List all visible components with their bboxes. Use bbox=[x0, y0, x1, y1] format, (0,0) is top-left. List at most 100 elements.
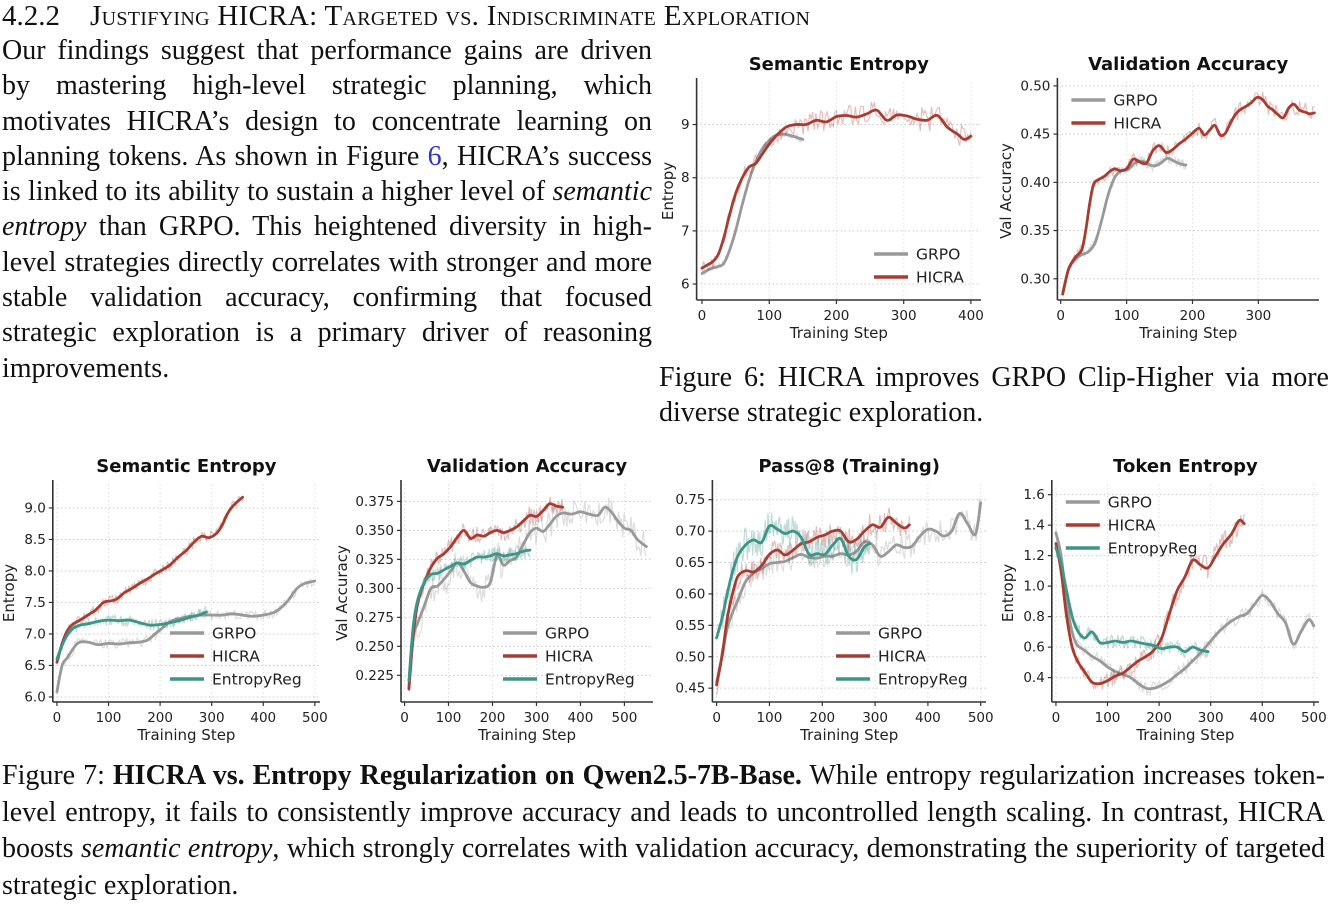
paragraph-text: Our findings suggest that performance ga… bbox=[2, 35, 652, 172]
y-tick-label: 8.5 bbox=[24, 532, 45, 548]
x-tick-label: 500 bbox=[1301, 710, 1327, 726]
paragraph-italic-text: semantic entropy bbox=[2, 176, 652, 243]
series-line-grpo bbox=[700, 132, 805, 275]
series-line-hicra bbox=[55, 495, 244, 664]
y-tick-label: 6.0 bbox=[24, 689, 45, 705]
series-line-hicra bbox=[407, 502, 565, 691]
figure6-chart-row: 6 7 8 9 0 100 200 300 400 Training Step Entropy Sem… bbox=[659, 54, 1329, 346]
y-tick-label: 0.40 bbox=[1020, 175, 1050, 191]
series-line-hicra bbox=[1054, 518, 1246, 686]
x-tick-label: 0 bbox=[698, 308, 707, 324]
y-tick-label: 0.350 bbox=[355, 523, 394, 539]
y-tick-label: 0.250 bbox=[355, 639, 394, 655]
x-axis-label: Training Step bbox=[789, 324, 888, 342]
x-tick-label: 200 bbox=[809, 710, 835, 726]
x-tick-label: 0 bbox=[400, 710, 409, 726]
x-tick-label: 300 bbox=[862, 710, 888, 726]
series-raw-entropyreg bbox=[408, 545, 531, 677]
x-axis-label: Training Step bbox=[477, 726, 576, 744]
series-line-entropyreg bbox=[715, 524, 872, 640]
y-tick-label: 0.4 bbox=[1023, 670, 1044, 686]
x-tick-label: 300 bbox=[199, 710, 225, 726]
x-tick-label: 100 bbox=[1114, 308, 1140, 324]
y-tick-label: 8 bbox=[681, 170, 690, 186]
x-tick-label: 300 bbox=[891, 308, 917, 324]
y-tick-label: 6 bbox=[681, 277, 690, 293]
series-raw-grpo bbox=[408, 497, 647, 676]
y-tick-label: 0.70 bbox=[675, 524, 705, 540]
chart-title: Token Entropy bbox=[1113, 456, 1258, 477]
figure6-caption-label: Figure 6: bbox=[659, 362, 766, 393]
x-tick-label: 0 bbox=[1052, 710, 1061, 726]
figure6: 6 7 8 9 0 100 200 300 400 Training Step Entropy Sem… bbox=[659, 54, 1329, 430]
x-tick-label: 300 bbox=[1245, 308, 1271, 324]
chart-fig6-semantic-entropy: 6 7 8 9 0 100 200 300 400 Training Step Entropy Sem… bbox=[659, 54, 991, 346]
series-raw-hicra bbox=[701, 101, 972, 271]
figure7-caption-label: Figure 7: bbox=[2, 760, 113, 791]
figure6-reference-link[interactable]: 6 bbox=[427, 140, 442, 172]
legend-label-entropyreg: EntropyReg bbox=[1108, 540, 1198, 558]
section-number: 4.2.2 bbox=[2, 0, 60, 32]
legend-label-grpo: GRPO bbox=[212, 625, 256, 643]
x-tick-label: 200 bbox=[480, 710, 506, 726]
legend-label-grpo: GRPO bbox=[545, 625, 589, 643]
chart-title: Semantic Entropy bbox=[96, 456, 276, 477]
x-tick-label: 400 bbox=[958, 308, 984, 324]
y-tick-label: 0.6 bbox=[1023, 640, 1044, 656]
series-line-hicra bbox=[700, 108, 973, 270]
series-line-hicra bbox=[1061, 95, 1316, 296]
x-tick-label: 200 bbox=[1180, 308, 1206, 324]
x-tick-label: 500 bbox=[612, 710, 638, 726]
chart-fig7-validation-accuracy: 0.225 0.250 0.275 0.300 0.325 0.350 0.375 0 100 2… bbox=[333, 456, 663, 748]
series-line-entropyreg bbox=[407, 548, 532, 683]
legend-label-hicra: HICRA bbox=[1108, 517, 1156, 535]
x-tick-label: 400 bbox=[1249, 710, 1275, 726]
y-tick-label: 0.60 bbox=[675, 586, 705, 602]
chart-fig6-validation-accuracy: 0.30 0.35 0.40 0.45 0.50 0 100 200 300 Training S… bbox=[997, 54, 1329, 346]
y-axis-label: Val Accuracy bbox=[997, 143, 1015, 239]
chart-fig7-pass-at-8: 0.45 0.50 0.55 0.60 0.65 0.70 0.75 0 100 200 300 40… bbox=[666, 456, 996, 748]
series-line-grpo bbox=[1061, 156, 1188, 295]
x-tick-label: 200 bbox=[1146, 710, 1172, 726]
y-tick-label: 6.5 bbox=[24, 658, 45, 674]
y-tick-label: 1.2 bbox=[1023, 548, 1044, 564]
x-tick-label: 300 bbox=[1198, 710, 1224, 726]
plot-fig7-pass-at-8-training: 0.45 0.50 0.55 0.60 0.65 0.70 0.75 0 100 200 300 40… bbox=[675, 456, 993, 744]
legend-label-hicra: HICRA bbox=[916, 269, 964, 287]
y-tick-label: 0.55 bbox=[675, 618, 705, 634]
y-tick-label: 9.0 bbox=[24, 500, 45, 516]
chart-fig7-semantic-entropy: 6.0 6.5 7.0 7.5 8.0 8.5 9.0 0 100 200 300 400 500 Tra… bbox=[0, 456, 330, 748]
x-tick-label: 100 bbox=[436, 710, 462, 726]
y-axis-label: Val Accuracy bbox=[333, 545, 351, 641]
y-tick-label: 0.325 bbox=[355, 552, 394, 568]
series-line-grpo bbox=[715, 501, 983, 684]
legend-label-grpo: GRPO bbox=[878, 625, 922, 643]
plot-fig7-semantic-entropy: 6.0 6.5 7.0 7.5 8.0 8.5 9.0 0 100 200 300 400 500 Tra… bbox=[0, 456, 328, 744]
y-tick-label: 0.45 bbox=[1020, 127, 1050, 143]
x-tick-label: 200 bbox=[824, 308, 850, 324]
section-heading: 4.2.2 Justifying HICRA: Targeted vs. Indi… bbox=[2, 0, 810, 33]
plot-fig6-semantic-entropy: 6 7 8 9 0 100 200 300 400 Training Step Entropy Sem… bbox=[659, 54, 984, 342]
y-axis-label: Entropy bbox=[999, 564, 1017, 622]
series-line-entropyreg bbox=[1054, 546, 1210, 654]
x-axis-label: Training Step bbox=[799, 726, 898, 744]
x-tick-label: 500 bbox=[302, 710, 328, 726]
y-tick-label: 0.35 bbox=[1020, 223, 1050, 239]
series-raw-hicra bbox=[1062, 91, 1315, 292]
y-tick-label: 7.5 bbox=[24, 595, 45, 611]
y-axis-label: Entropy bbox=[659, 162, 677, 220]
legend-label-entropyreg: EntropyReg bbox=[212, 671, 302, 689]
legend-label-hicra: HICRA bbox=[212, 648, 260, 666]
legend-label-grpo: GRPO bbox=[1113, 92, 1157, 110]
y-tick-label: 0.75 bbox=[675, 492, 705, 508]
y-axis-label: Entropy bbox=[0, 564, 18, 622]
series-line-grpo bbox=[407, 505, 648, 689]
chart-fig7-token-entropy: 0.4 0.6 0.8 1.0 1.2 1.4 1.6 0 100 200 300 400 500 Tra… bbox=[999, 456, 1329, 748]
y-tick-label: 7 bbox=[681, 223, 690, 239]
legend-label-grpo: GRPO bbox=[916, 246, 960, 264]
x-tick-label: 300 bbox=[524, 710, 550, 726]
series-line-grpo bbox=[55, 579, 317, 694]
x-tick-label: 0 bbox=[712, 710, 721, 726]
chart-title: Validation Accuracy bbox=[427, 456, 627, 477]
